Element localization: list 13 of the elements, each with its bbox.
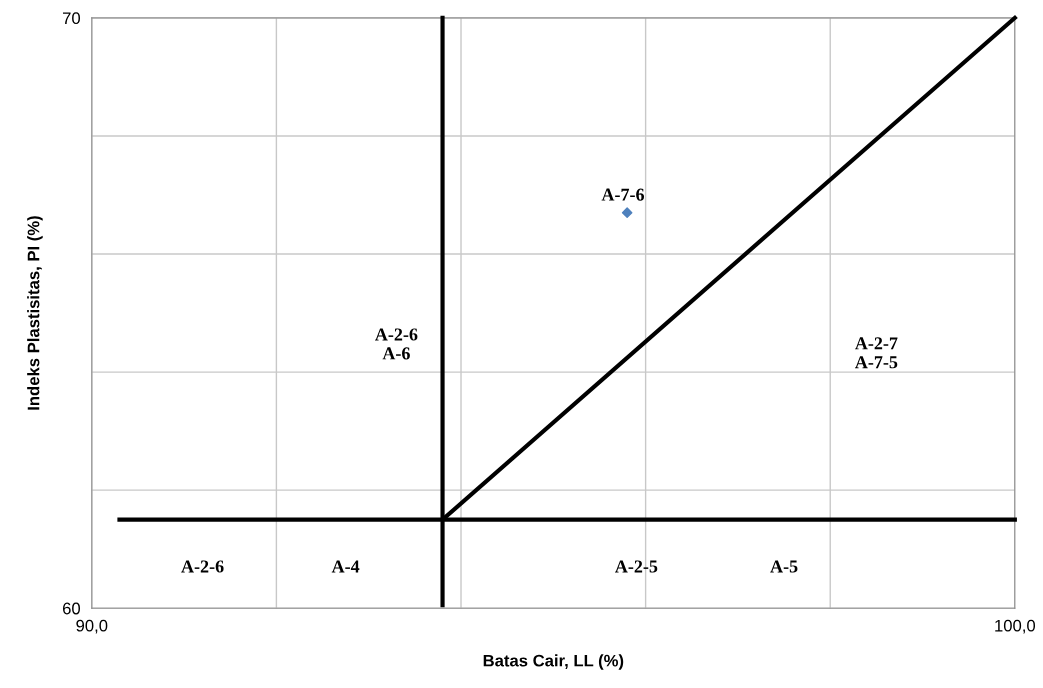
x-tick-label: 100,0 (995, 619, 1036, 634)
y-tick-label: 70 (62, 12, 81, 25)
annotation: A-5 (770, 560, 798, 573)
annotation: A-2-7 A-7-5 (855, 337, 898, 369)
annotation: A-7-6 (601, 188, 645, 201)
annotation: A-2-6 A-6 (375, 328, 418, 360)
annotation: A-2-6 (181, 560, 224, 573)
y-tick-label: 60 (62, 602, 81, 615)
y-axis-title: Indeks Plastisitas, PI (%) (27, 216, 43, 410)
x-axis-title: Batas Cair, LL (%) (483, 654, 624, 670)
annotation: A-4 (331, 560, 360, 573)
x-tick-label: 90,0 (76, 619, 108, 634)
annotation: A-2-5 (615, 560, 658, 573)
